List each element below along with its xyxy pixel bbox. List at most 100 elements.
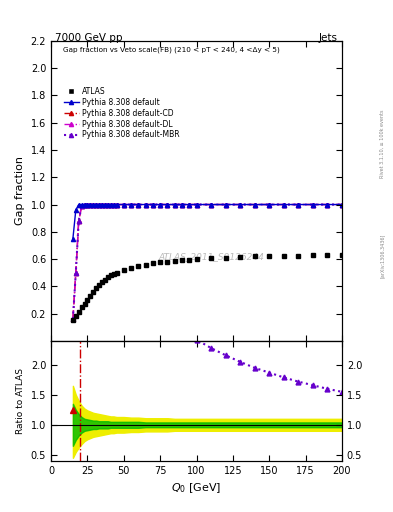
- Line: Pythia 8.308 default-DL: Pythia 8.308 default-DL: [71, 202, 344, 321]
- ATLAS: [136, 263, 141, 269]
- Pythia 8.308 default-CD: [121, 201, 126, 207]
- Pythia 8.308 default: [82, 201, 87, 207]
- Pythia 8.308 default-CD: [151, 201, 155, 207]
- Pythia 8.308 default: [187, 201, 192, 207]
- Line: Pythia 8.308 default-CD: Pythia 8.308 default-CD: [71, 202, 344, 321]
- Pythia 8.308 default-CD: [114, 201, 119, 207]
- ATLAS: [194, 256, 199, 262]
- Pythia 8.308 default-DL: [194, 201, 199, 207]
- Pythia 8.308 default-MBR: [114, 201, 119, 207]
- Pythia 8.308 default-CD: [129, 201, 134, 207]
- Pythia 8.308 default-MBR: [73, 270, 78, 276]
- Pythia 8.308 default: [94, 201, 99, 207]
- Pythia 8.308 default: [100, 201, 105, 207]
- Pythia 8.308 default-MBR: [71, 316, 75, 322]
- Pythia 8.308 default-MBR: [136, 201, 141, 207]
- Pythia 8.308 default-CD: [267, 201, 272, 207]
- ATLAS: [340, 251, 344, 258]
- Pythia 8.308 default-DL: [100, 201, 105, 207]
- Pythia 8.308 default-MBR: [129, 201, 134, 207]
- Pythia 8.308 default: [143, 201, 148, 207]
- Text: Rivet 3.1.10, ≥ 100k events: Rivet 3.1.10, ≥ 100k events: [380, 109, 384, 178]
- Pythia 8.308 default-MBR: [121, 201, 126, 207]
- ATLAS: [94, 285, 99, 291]
- Pythia 8.308 default-DL: [180, 201, 184, 207]
- ATLAS: [76, 309, 81, 315]
- Pythia 8.308 default: [158, 201, 163, 207]
- Pythia 8.308 default-MBR: [173, 201, 177, 207]
- Pythia 8.308 default-CD: [73, 270, 78, 276]
- Pythia 8.308 default-MBR: [310, 201, 315, 207]
- Pythia 8.308 default-DL: [82, 201, 87, 207]
- ATLAS: [79, 304, 84, 310]
- Pythia 8.308 default: [121, 201, 126, 207]
- Pythia 8.308 default-CD: [71, 316, 75, 322]
- ATLAS: [267, 253, 272, 259]
- Pythia 8.308 default-DL: [114, 201, 119, 207]
- Pythia 8.308 default: [296, 201, 301, 207]
- Pythia 8.308 default-MBR: [165, 201, 170, 207]
- ATLAS: [111, 271, 116, 277]
- ATLAS: [121, 267, 126, 273]
- ATLAS: [88, 293, 93, 299]
- Pythia 8.308 default-CD: [88, 201, 93, 207]
- Pythia 8.308 default-MBR: [79, 203, 84, 209]
- Pythia 8.308 default-DL: [71, 316, 75, 322]
- Legend: ATLAS, Pythia 8.308 default, Pythia 8.308 default-CD, Pythia 8.308 default-DL, P: ATLAS, Pythia 8.308 default, Pythia 8.30…: [61, 84, 183, 142]
- Pythia 8.308 default-CD: [223, 201, 228, 207]
- X-axis label: $Q_0$ [GeV]: $Q_0$ [GeV]: [171, 481, 222, 495]
- Pythia 8.308 default: [71, 236, 75, 242]
- ATLAS: [238, 254, 242, 260]
- ATLAS: [187, 257, 192, 263]
- Pythia 8.308 default-DL: [310, 201, 315, 207]
- Pythia 8.308 default-MBR: [296, 201, 301, 207]
- Pythia 8.308 default-MBR: [252, 201, 257, 207]
- Pythia 8.308 default-CD: [173, 201, 177, 207]
- Pythia 8.308 default-DL: [91, 201, 95, 207]
- ATLAS: [281, 253, 286, 259]
- Pythia 8.308 default-MBR: [85, 201, 90, 207]
- Pythia 8.308 default-CD: [100, 201, 105, 207]
- Pythia 8.308 default-CD: [252, 201, 257, 207]
- Pythia 8.308 default: [76, 201, 81, 207]
- Pythia 8.308 default-DL: [325, 201, 330, 207]
- ATLAS: [105, 274, 110, 281]
- Pythia 8.308 default-MBR: [88, 201, 93, 207]
- ATLAS: [165, 259, 170, 265]
- Pythia 8.308 default-DL: [267, 201, 272, 207]
- Pythia 8.308 default: [105, 201, 110, 207]
- Pythia 8.308 default: [111, 201, 116, 207]
- Pythia 8.308 default-CD: [180, 201, 184, 207]
- Pythia 8.308 default: [238, 201, 242, 207]
- Pythia 8.308 default-CD: [281, 201, 286, 207]
- Pythia 8.308 default-DL: [97, 201, 101, 207]
- Pythia 8.308 default-MBR: [108, 201, 113, 207]
- ATLAS: [158, 260, 163, 266]
- ATLAS: [310, 252, 315, 259]
- Pythia 8.308 default-MBR: [223, 201, 228, 207]
- Pythia 8.308 default-CD: [165, 201, 170, 207]
- Pythia 8.308 default-MBR: [82, 201, 87, 207]
- ATLAS: [143, 262, 148, 268]
- Pythia 8.308 default-MBR: [103, 201, 107, 207]
- Pythia 8.308 default-DL: [296, 201, 301, 207]
- Pythia 8.308 default-MBR: [94, 201, 99, 207]
- ATLAS: [129, 265, 134, 271]
- Pythia 8.308 default-CD: [85, 201, 90, 207]
- Pythia 8.308 default-DL: [88, 201, 93, 207]
- Pythia 8.308 default-MBR: [158, 201, 163, 207]
- ATLAS: [296, 252, 301, 259]
- Pythia 8.308 default-CD: [310, 201, 315, 207]
- ATLAS: [103, 276, 107, 283]
- ATLAS: [97, 282, 101, 288]
- Text: [arXiv:1306.3436]: [arXiv:1306.3436]: [380, 234, 384, 278]
- ATLAS: [114, 270, 119, 276]
- Pythia 8.308 default-DL: [151, 201, 155, 207]
- Pythia 8.308 default-DL: [238, 201, 242, 207]
- Pythia 8.308 default-DL: [121, 201, 126, 207]
- ATLAS: [73, 313, 78, 319]
- ATLAS: [223, 254, 228, 261]
- Pythia 8.308 default-MBR: [76, 218, 81, 224]
- Y-axis label: Ratio to ATLAS: Ratio to ATLAS: [16, 368, 25, 434]
- ATLAS: [173, 258, 177, 264]
